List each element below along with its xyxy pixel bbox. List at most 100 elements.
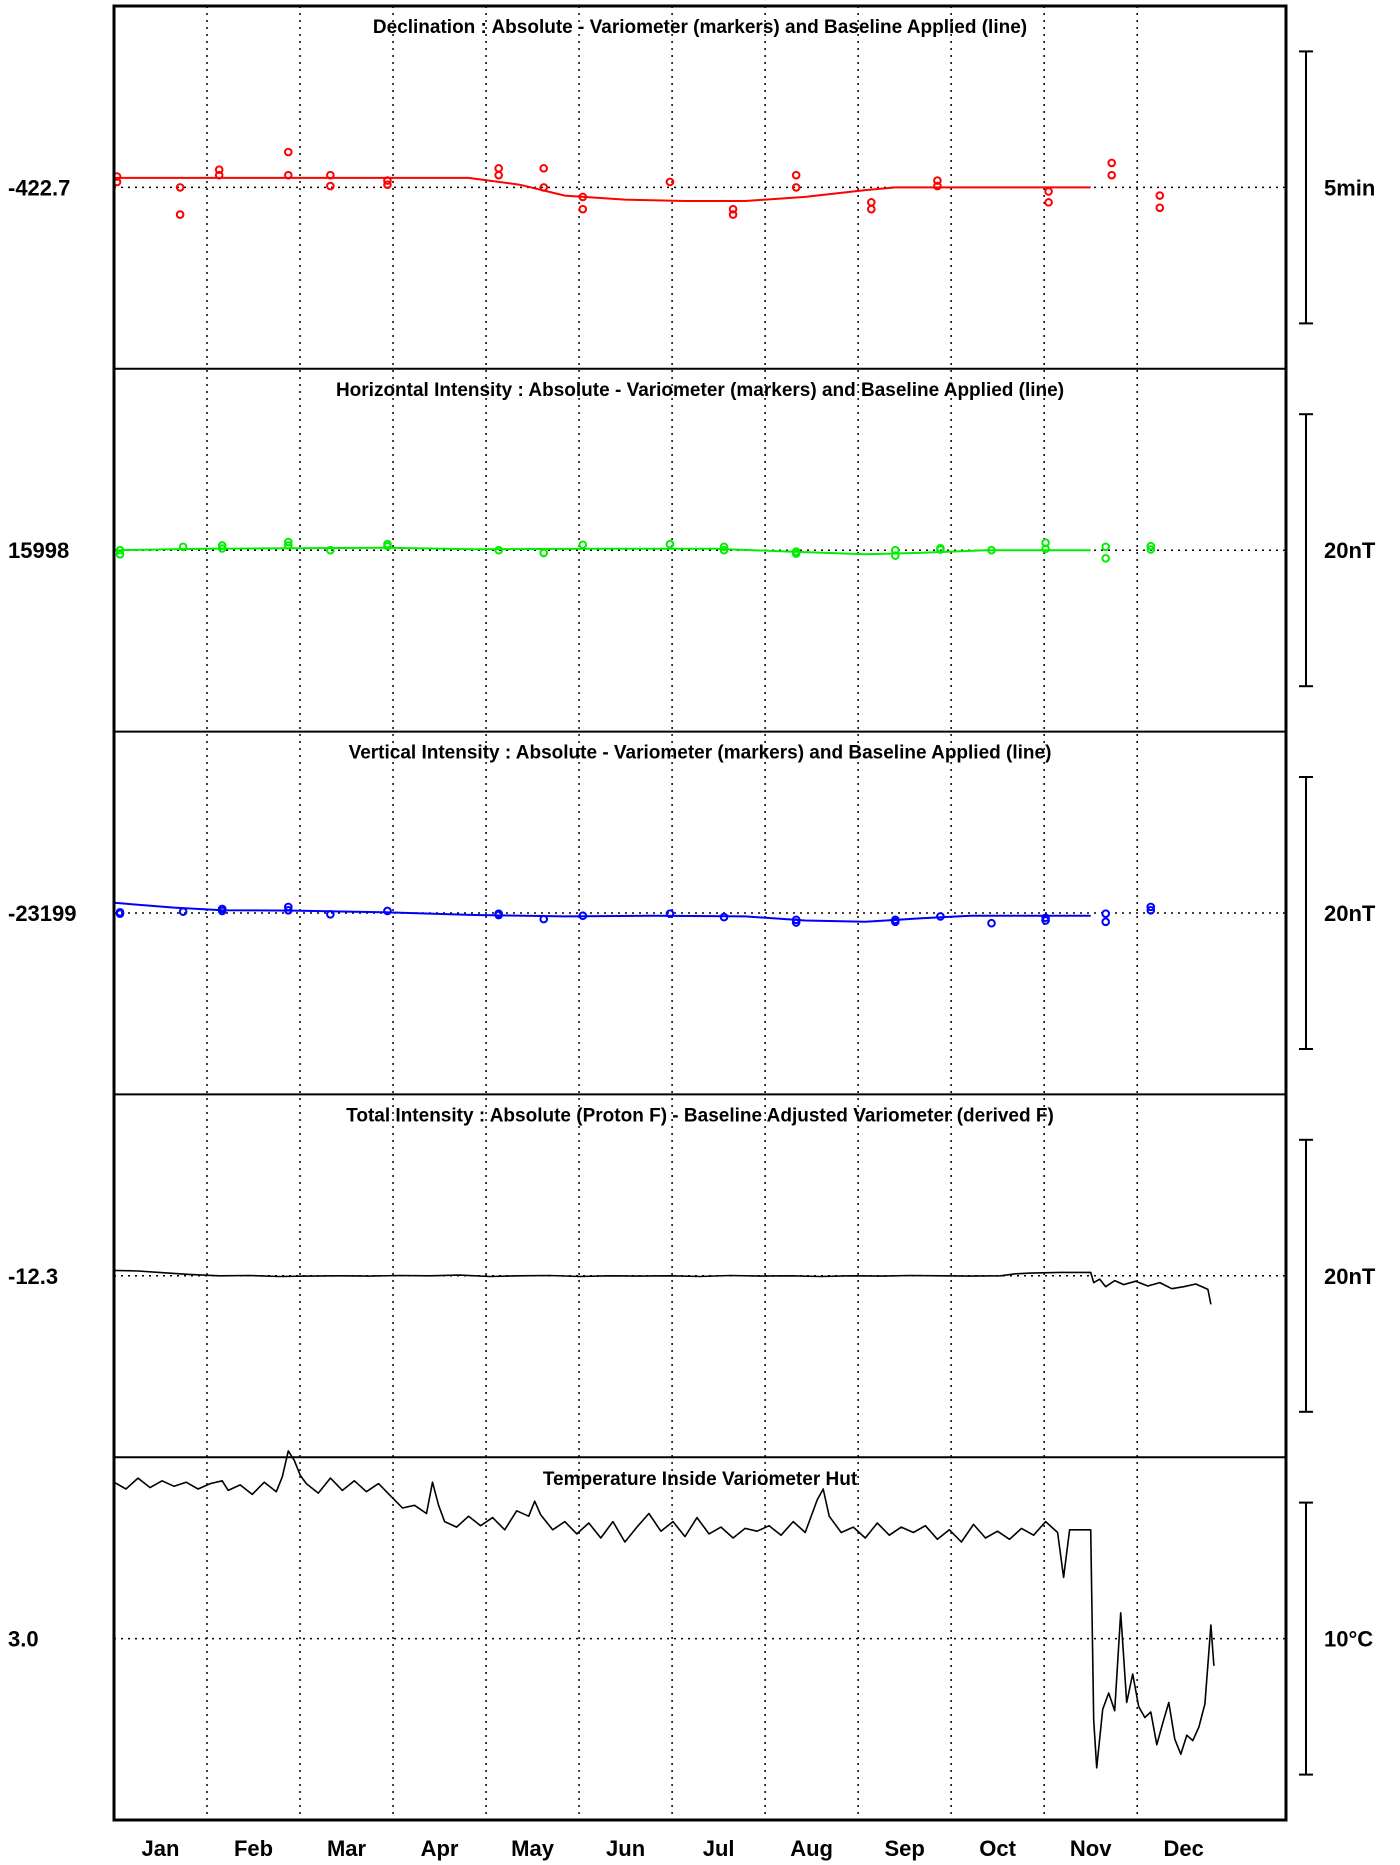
data-marker (1044, 187, 1053, 196)
data-marker (217, 541, 227, 550)
data-marker (866, 198, 876, 207)
month-label: Jan (142, 1836, 180, 1861)
data-marker (1107, 170, 1117, 180)
data-marker (175, 183, 185, 192)
data-marker (1101, 909, 1110, 918)
data-marker (791, 183, 801, 192)
data-marker (665, 539, 675, 549)
data-marker (1101, 542, 1110, 552)
data-marker (283, 541, 293, 550)
plot-frame (112, 4, 1288, 1822)
month-label: Nov (1070, 1836, 1112, 1861)
baseline-line (113, 901, 1091, 923)
data-marker (1155, 191, 1165, 200)
data-marker (283, 905, 293, 915)
center-value-label: -23199 (8, 901, 77, 926)
panels: -422.7 5min Declination : Absolute - Vario… (8, 17, 1376, 1776)
panel-title: Horizontal Intensity : Absolute - Variom… (336, 380, 1064, 401)
month-label: Aug (790, 1836, 833, 1861)
data-marker (719, 545, 729, 555)
data-marker (891, 551, 900, 560)
month-label: Feb (234, 1836, 273, 1861)
data-marker (214, 165, 224, 175)
month-label: May (511, 1836, 555, 1861)
data-marker (1146, 541, 1156, 551)
data-marker (494, 909, 503, 918)
data-marker (383, 906, 392, 916)
data-marker (383, 541, 392, 551)
data-marker (665, 177, 675, 187)
data-marker (933, 176, 942, 185)
data-marker (791, 918, 801, 927)
series-line (113, 1269, 1212, 1305)
data-marker (494, 164, 503, 173)
data-marker (1146, 905, 1156, 915)
data-marker (383, 180, 392, 189)
scale-label: 10°C (1324, 1627, 1373, 1652)
center-value-label: -12.3 (8, 1264, 58, 1289)
data-marker (175, 210, 185, 219)
data-marker (728, 204, 738, 214)
data-marker (539, 914, 549, 924)
data-marker (326, 170, 335, 180)
data-marker (326, 545, 335, 555)
data-marker (891, 915, 900, 925)
data-marker (791, 170, 801, 180)
panel-temperature: 3.0 10°C Temperature Inside Variometer Hut (8, 1450, 1373, 1776)
data-marker (1101, 917, 1110, 927)
data-marker (214, 170, 224, 180)
scale-label: 20nT (1324, 1264, 1376, 1289)
month-label: Dec (1164, 1836, 1204, 1861)
data-marker (578, 192, 588, 202)
data-marker (178, 907, 188, 916)
scale-label: 20nT (1324, 901, 1376, 926)
data-marker (283, 537, 293, 547)
data-marker (1146, 902, 1156, 912)
center-value-label: -422.7 (8, 175, 70, 200)
data-marker (1044, 198, 1053, 207)
data-marker (933, 181, 942, 191)
data-marker (1041, 544, 1050, 554)
data-marker (936, 545, 945, 554)
center-value-label: 3.0 (8, 1627, 39, 1652)
data-marker (791, 549, 801, 558)
data-marker (115, 909, 125, 918)
panel-vertical: -23199 20nT Vertical Intensity : Absolute … (8, 730, 1376, 1050)
data-marker (866, 204, 876, 214)
data-marker (283, 147, 293, 157)
data-marker (1146, 545, 1156, 554)
scale-label: 5min (1324, 175, 1375, 200)
baseline-line (113, 546, 1091, 556)
panel-declination: -422.7 5min Declination : Absolute - Vario… (8, 17, 1375, 325)
data-marker (987, 918, 996, 928)
data-marker (539, 164, 549, 173)
data-marker (936, 912, 945, 921)
data-marker (1107, 158, 1117, 168)
data-marker (578, 204, 588, 214)
panel-title: Total Intensity : Absolute (Proton F) - … (346, 1105, 1054, 1126)
data-marker (578, 540, 588, 550)
data-marker (494, 545, 503, 555)
data-marker (217, 906, 227, 916)
data-marker (494, 170, 503, 180)
data-marker (217, 544, 227, 553)
series-line (113, 1450, 1215, 1769)
month-label: Sep (884, 1836, 924, 1861)
panel-title: Temperature Inside Variometer Hut (543, 1469, 858, 1490)
data-marker (283, 902, 293, 912)
x-axis-months: Jan Feb Mar Apr May Jun Jul Aug Sep Oct Nov Dec (142, 1836, 1204, 1861)
data-marker (178, 542, 188, 552)
data-marker (719, 912, 729, 922)
data-marker (578, 911, 588, 921)
panel-horizontal: 15998 20nT Horizontal Intensity : Absolute… (8, 367, 1376, 688)
data-marker (719, 542, 729, 552)
data-marker (115, 549, 125, 559)
month-label: Apr (421, 1836, 459, 1861)
month-label: Jul (703, 1836, 735, 1861)
panel-total: -12.3 20nT Total Intensity : Absolute (Pro… (8, 1093, 1376, 1413)
month-label: Mar (327, 1836, 367, 1861)
data-marker (283, 170, 293, 180)
data-marker (326, 181, 335, 191)
scale-label: 20nT (1324, 538, 1376, 563)
data-marker (115, 545, 125, 555)
